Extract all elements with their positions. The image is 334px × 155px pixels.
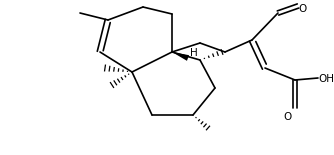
Polygon shape (172, 52, 189, 61)
Text: O: O (284, 112, 292, 122)
Text: H: H (190, 48, 198, 58)
Text: OH: OH (318, 74, 334, 84)
Text: O: O (298, 4, 306, 14)
